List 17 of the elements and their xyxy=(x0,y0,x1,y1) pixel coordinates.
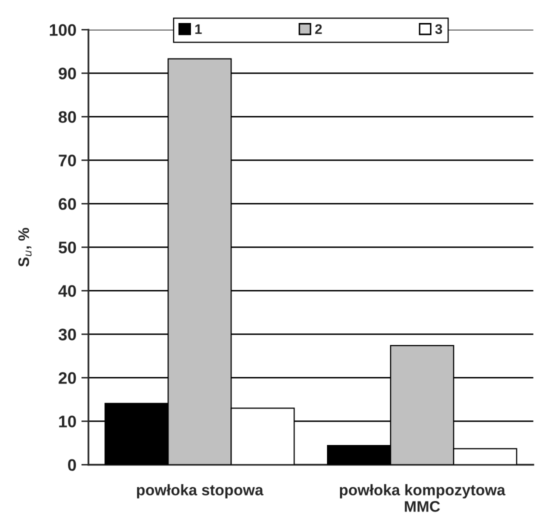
legend-label: 2 xyxy=(315,24,322,34)
y-tick-label: 30 xyxy=(58,328,76,340)
y-tick-label: 100 xyxy=(50,24,76,36)
y-tick-label: 10 xyxy=(59,416,76,428)
y-tick-label: 20 xyxy=(58,372,76,384)
legend-label: 3 xyxy=(435,24,442,34)
y-tick-label: 0 xyxy=(68,459,76,471)
legend-label: 1 xyxy=(195,24,202,34)
y-tick-label: 80 xyxy=(58,111,76,123)
y-tick-label: 90 xyxy=(58,68,76,80)
y-axis-title: S$_{u}$, % xyxy=(18,228,32,267)
x-tick-label: powłoka kompozytowa MMC xyxy=(340,484,506,512)
y-tick-label: 70 xyxy=(58,154,76,166)
y-tick-label: 40 xyxy=(58,285,76,297)
y-tick-label: 50 xyxy=(58,242,76,254)
y-tick-label: 60 xyxy=(58,198,76,210)
x-tick-label: powłoka stopowa xyxy=(137,484,264,498)
